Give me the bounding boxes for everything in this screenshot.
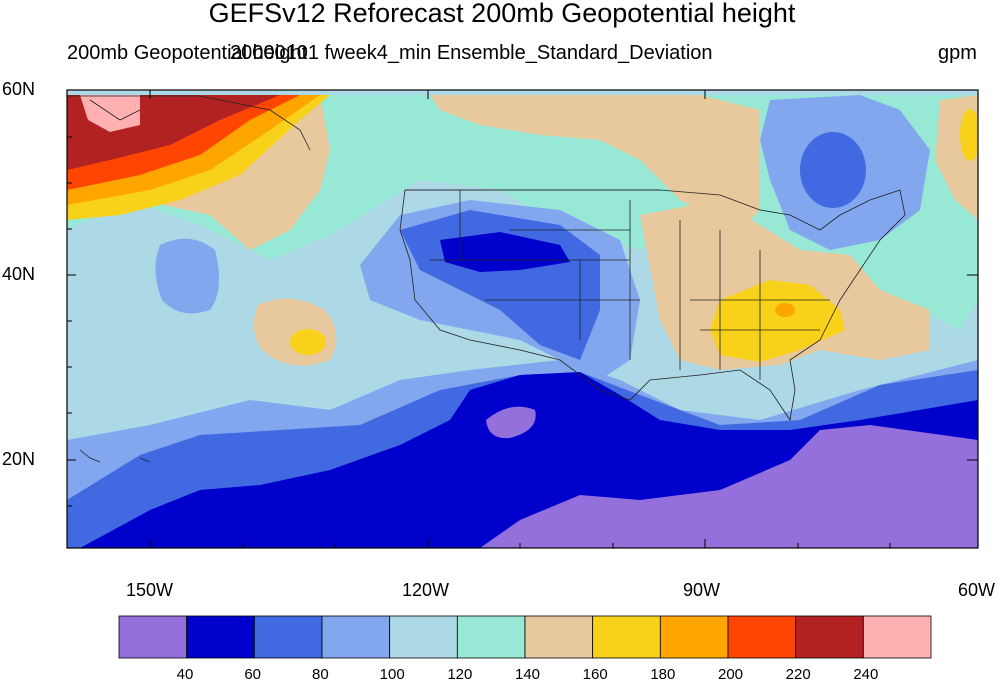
lat-label: 40N [2, 264, 36, 284]
axis-ticks [67, 89, 979, 548]
colorbar-swatch [321, 615, 391, 659]
colorbar-tick-label: 60 [244, 666, 262, 683]
lon-label: 120W [402, 580, 450, 600]
alaska-coast [67, 95, 311, 151]
contour-band-140-160 [430, 95, 760, 230]
contour-fill-layer [67, 90, 978, 548]
conus-outline [399, 189, 906, 422]
colorbar-swatch [727, 615, 797, 659]
colorbar-swatch [862, 615, 932, 659]
contour-band-60-80 [800, 132, 866, 208]
contour-band-160-180 [290, 329, 326, 355]
colorbar-tick-label: 40 [176, 666, 194, 683]
colorbar-swatch [456, 615, 526, 659]
contour-band-160-180 [960, 109, 978, 161]
hawaii-islands [79, 449, 151, 463]
colorbar-swatch [118, 615, 188, 659]
lat-label: 60N [2, 79, 36, 99]
contour-band-below-40 [480, 425, 978, 548]
subtitle-center: 20000101 fweek4_min Ensemble_Standard_De… [230, 42, 713, 64]
colorbar-swatch [659, 615, 729, 659]
colorbar-swatch [253, 615, 323, 659]
plot-title: GEFSv12 Reforecast 200mb Geopotential he… [208, 0, 796, 28]
colorbar-tick-label: 100 [379, 666, 405, 683]
colorbar-swatch [524, 615, 594, 659]
colorbar-swatch [389, 615, 458, 659]
contour-band-80-100 [155, 238, 219, 314]
colorbar-tick-label: 140 [515, 666, 541, 683]
lat-label: 20N [2, 449, 36, 469]
colorbar-tick-label: 200 [718, 666, 744, 683]
lon-label: 60W [958, 580, 996, 600]
colorbar-tick-label: 160 [582, 666, 608, 683]
colorbar-swatch [795, 615, 864, 659]
colorbar-tick-label: 220 [785, 666, 811, 683]
subtitle-units: gpm [938, 42, 977, 64]
colorbar [118, 615, 932, 659]
contour-band-40-60 [440, 232, 570, 272]
contour-band-160-180 [710, 280, 845, 362]
coastline-layer [67, 95, 906, 463]
colorbar-tick-label: 240 [853, 666, 879, 683]
contour-band-180-200 [775, 303, 795, 317]
colorbar-tick-label: 180 [650, 666, 676, 683]
contour-band-below-40 [486, 406, 536, 439]
colorbar-tick-label: 120 [447, 666, 473, 683]
map-frame [66, 89, 979, 549]
colorbar-tick-label: 80 [312, 666, 329, 683]
colorbar-swatch [592, 615, 661, 659]
lon-label: 150W [126, 580, 174, 600]
colorbar-swatch [186, 615, 255, 659]
state-borders [430, 190, 830, 380]
lon-label: 90W [683, 580, 721, 600]
subtitle-left: 200mb Geopotential height [67, 42, 308, 64]
